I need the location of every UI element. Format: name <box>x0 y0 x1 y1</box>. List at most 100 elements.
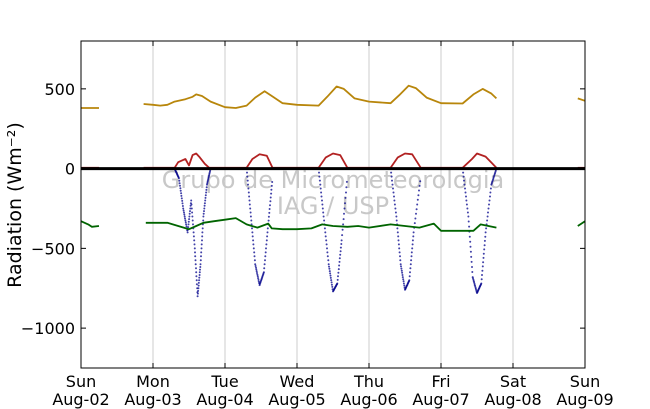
series-2-point <box>470 255 473 258</box>
series-2-point <box>341 228 344 231</box>
series-2-point <box>181 205 184 207</box>
series-2-point <box>319 187 322 190</box>
series-2-point <box>184 219 187 222</box>
series-2-point <box>411 239 414 242</box>
series-2-point <box>321 207 324 210</box>
series-2-point <box>197 284 200 287</box>
series-2-point <box>465 195 467 198</box>
series-2-point <box>466 207 469 210</box>
series-2-point <box>247 187 250 190</box>
series-2-point <box>195 275 198 278</box>
series-2-point <box>266 231 269 234</box>
series-2-point <box>465 203 468 206</box>
series-2-point <box>468 225 471 228</box>
series-2-point <box>199 263 202 266</box>
watermark: Grupo de Micrometeorologia IAG / USP <box>162 166 504 220</box>
series-2-point <box>247 183 249 186</box>
series-2-point <box>201 231 204 234</box>
series-2-point <box>205 186 208 189</box>
series-2-point <box>200 247 203 250</box>
series-2-point <box>194 251 196 254</box>
series-2-point <box>197 289 200 292</box>
series-2-point <box>184 217 186 220</box>
series-2-point <box>254 263 257 266</box>
series-2-point <box>205 191 208 194</box>
series-2-point <box>469 250 472 253</box>
series-2-point <box>468 235 471 238</box>
series-2-point <box>338 260 341 263</box>
series-2-point <box>181 199 184 202</box>
series-2-point <box>253 255 256 258</box>
series-3 <box>80 217 586 232</box>
series-2-point <box>200 255 202 258</box>
series-2-point <box>463 179 465 182</box>
series-2-point <box>188 215 191 218</box>
series-2-point <box>188 218 191 221</box>
series-2-point <box>192 231 195 234</box>
series-2-point <box>336 278 339 281</box>
series-2-point <box>324 235 327 238</box>
series-2-point <box>255 270 258 273</box>
series-2-point <box>464 191 467 194</box>
series-2-point <box>416 198 419 201</box>
series-2-point <box>413 222 416 225</box>
series-2-point <box>194 255 197 258</box>
series-2-point <box>256 273 259 276</box>
series-2-point <box>480 278 483 281</box>
series-2-point <box>481 269 484 272</box>
series-2-point <box>194 259 197 262</box>
series-2-point <box>253 259 256 262</box>
y-axis-ticks: 500 0 −500 −1000 <box>21 80 585 338</box>
series-2-point <box>483 239 486 242</box>
series-2-point <box>191 211 194 214</box>
series-2-point <box>201 227 204 230</box>
series-2-point <box>397 239 400 242</box>
series-2-point <box>393 203 396 206</box>
series-2-point <box>329 276 332 279</box>
series-2-point <box>485 227 488 230</box>
series-2-point <box>203 204 206 207</box>
series-2-point <box>251 231 254 234</box>
series-2-point <box>265 239 268 242</box>
series-2-point <box>340 239 343 242</box>
series-2-point <box>338 257 341 260</box>
series-2-point <box>486 219 489 222</box>
series-2-point <box>412 235 415 238</box>
series-2-point <box>409 267 412 270</box>
series-layer <box>80 84 586 298</box>
x-tick-label-day: Mon <box>136 372 170 391</box>
series-2-point <box>195 271 198 274</box>
series-2-point <box>390 175 393 178</box>
series-2-point <box>196 292 199 295</box>
series-2-point <box>189 207 192 210</box>
series-2-point <box>269 200 272 203</box>
series-2-point <box>409 263 412 266</box>
x-tick-label-date: Aug-09 <box>556 390 613 409</box>
series-2-point <box>339 246 342 249</box>
x-tick-label-date: Aug-02 <box>52 390 109 409</box>
series-2-point <box>326 247 328 250</box>
series-2-point <box>252 239 255 242</box>
series-2-point <box>180 197 183 200</box>
series-2-point <box>251 227 253 230</box>
series-2-point <box>482 252 485 255</box>
series-2-point <box>257 280 260 283</box>
series-2-point <box>328 267 331 270</box>
series-2-point <box>391 179 393 182</box>
series-2-point <box>399 255 401 258</box>
series-2-point <box>401 271 404 274</box>
series-2-point <box>483 244 486 247</box>
series-2-point <box>323 219 326 222</box>
series-2-point <box>394 207 397 210</box>
series-2-point <box>190 199 193 202</box>
series-2-point <box>201 235 204 238</box>
series-2-point <box>392 191 395 194</box>
series-2-point <box>187 223 190 226</box>
series-2-point <box>196 295 199 298</box>
series-2-point <box>337 271 340 274</box>
series-2-point <box>469 240 472 243</box>
series-2-point <box>199 268 201 271</box>
series-2-point <box>487 211 489 214</box>
x-tick-label-day: Fri <box>431 372 450 391</box>
